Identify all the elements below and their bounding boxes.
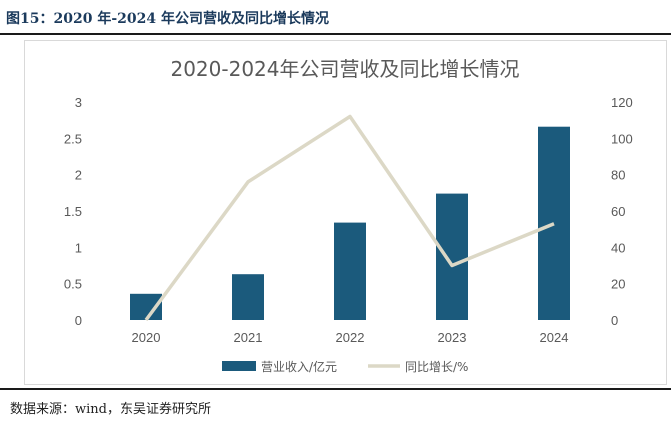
bar-2022 xyxy=(334,222,366,320)
bar-2023 xyxy=(436,193,468,320)
figure-caption: 图15：2020 年-2024 年公司营收及同比增长情况 xyxy=(6,11,329,27)
legend-label-growth: 同比增长/% xyxy=(405,360,468,374)
x-tick-label: 2023 xyxy=(438,330,467,345)
line-series xyxy=(144,114,555,322)
right-tick-label: 60 xyxy=(611,204,625,219)
bar-2021 xyxy=(232,274,264,320)
left-tick-label: 1.5 xyxy=(64,204,82,219)
top-rule xyxy=(0,33,671,35)
x-axis-ticks: 2020 2021 2022 2023 2024 xyxy=(132,330,569,345)
left-tick-label: 1 xyxy=(75,240,82,255)
right-tick-label: 40 xyxy=(611,240,625,255)
legend-label-revenue: 营业收入/亿元 xyxy=(261,359,337,374)
left-tick-label: 2 xyxy=(75,168,82,183)
right-tick-label: 100 xyxy=(611,131,633,146)
source-note: 数据来源：wind，东吴证券研究所 xyxy=(10,402,211,417)
left-tick-label: 0 xyxy=(75,313,82,328)
bar-series xyxy=(130,126,570,320)
x-tick-label: 2021 xyxy=(234,330,263,345)
left-tick-label: 3 xyxy=(75,95,82,110)
legend: 营业收入/亿元 同比增长/% xyxy=(222,359,468,374)
right-tick-label: 20 xyxy=(611,277,625,292)
right-tick-label: 80 xyxy=(611,168,625,183)
right-tick-label: 0 xyxy=(611,313,618,328)
x-tick-label: 2024 xyxy=(540,330,569,345)
left-tick-label: 0.5 xyxy=(64,277,82,292)
right-tick-label: 120 xyxy=(611,95,633,110)
left-tick-label: 2.5 xyxy=(64,131,82,146)
right-axis-ticks: 0 20 40 60 80 100 120 xyxy=(611,95,633,328)
growth-line xyxy=(144,114,555,322)
bottom-rule xyxy=(0,388,671,390)
x-tick-label: 2022 xyxy=(336,330,365,345)
chart-title: 2020-2024年公司营收及同比增长情况 xyxy=(170,57,519,81)
bar-2024 xyxy=(538,126,570,320)
x-tick-label: 2020 xyxy=(132,330,161,345)
left-axis-ticks: 0 0.5 1 1.5 2 2.5 3 xyxy=(64,95,82,328)
chart-frame xyxy=(24,40,667,385)
legend-swatch-revenue xyxy=(222,361,256,371)
